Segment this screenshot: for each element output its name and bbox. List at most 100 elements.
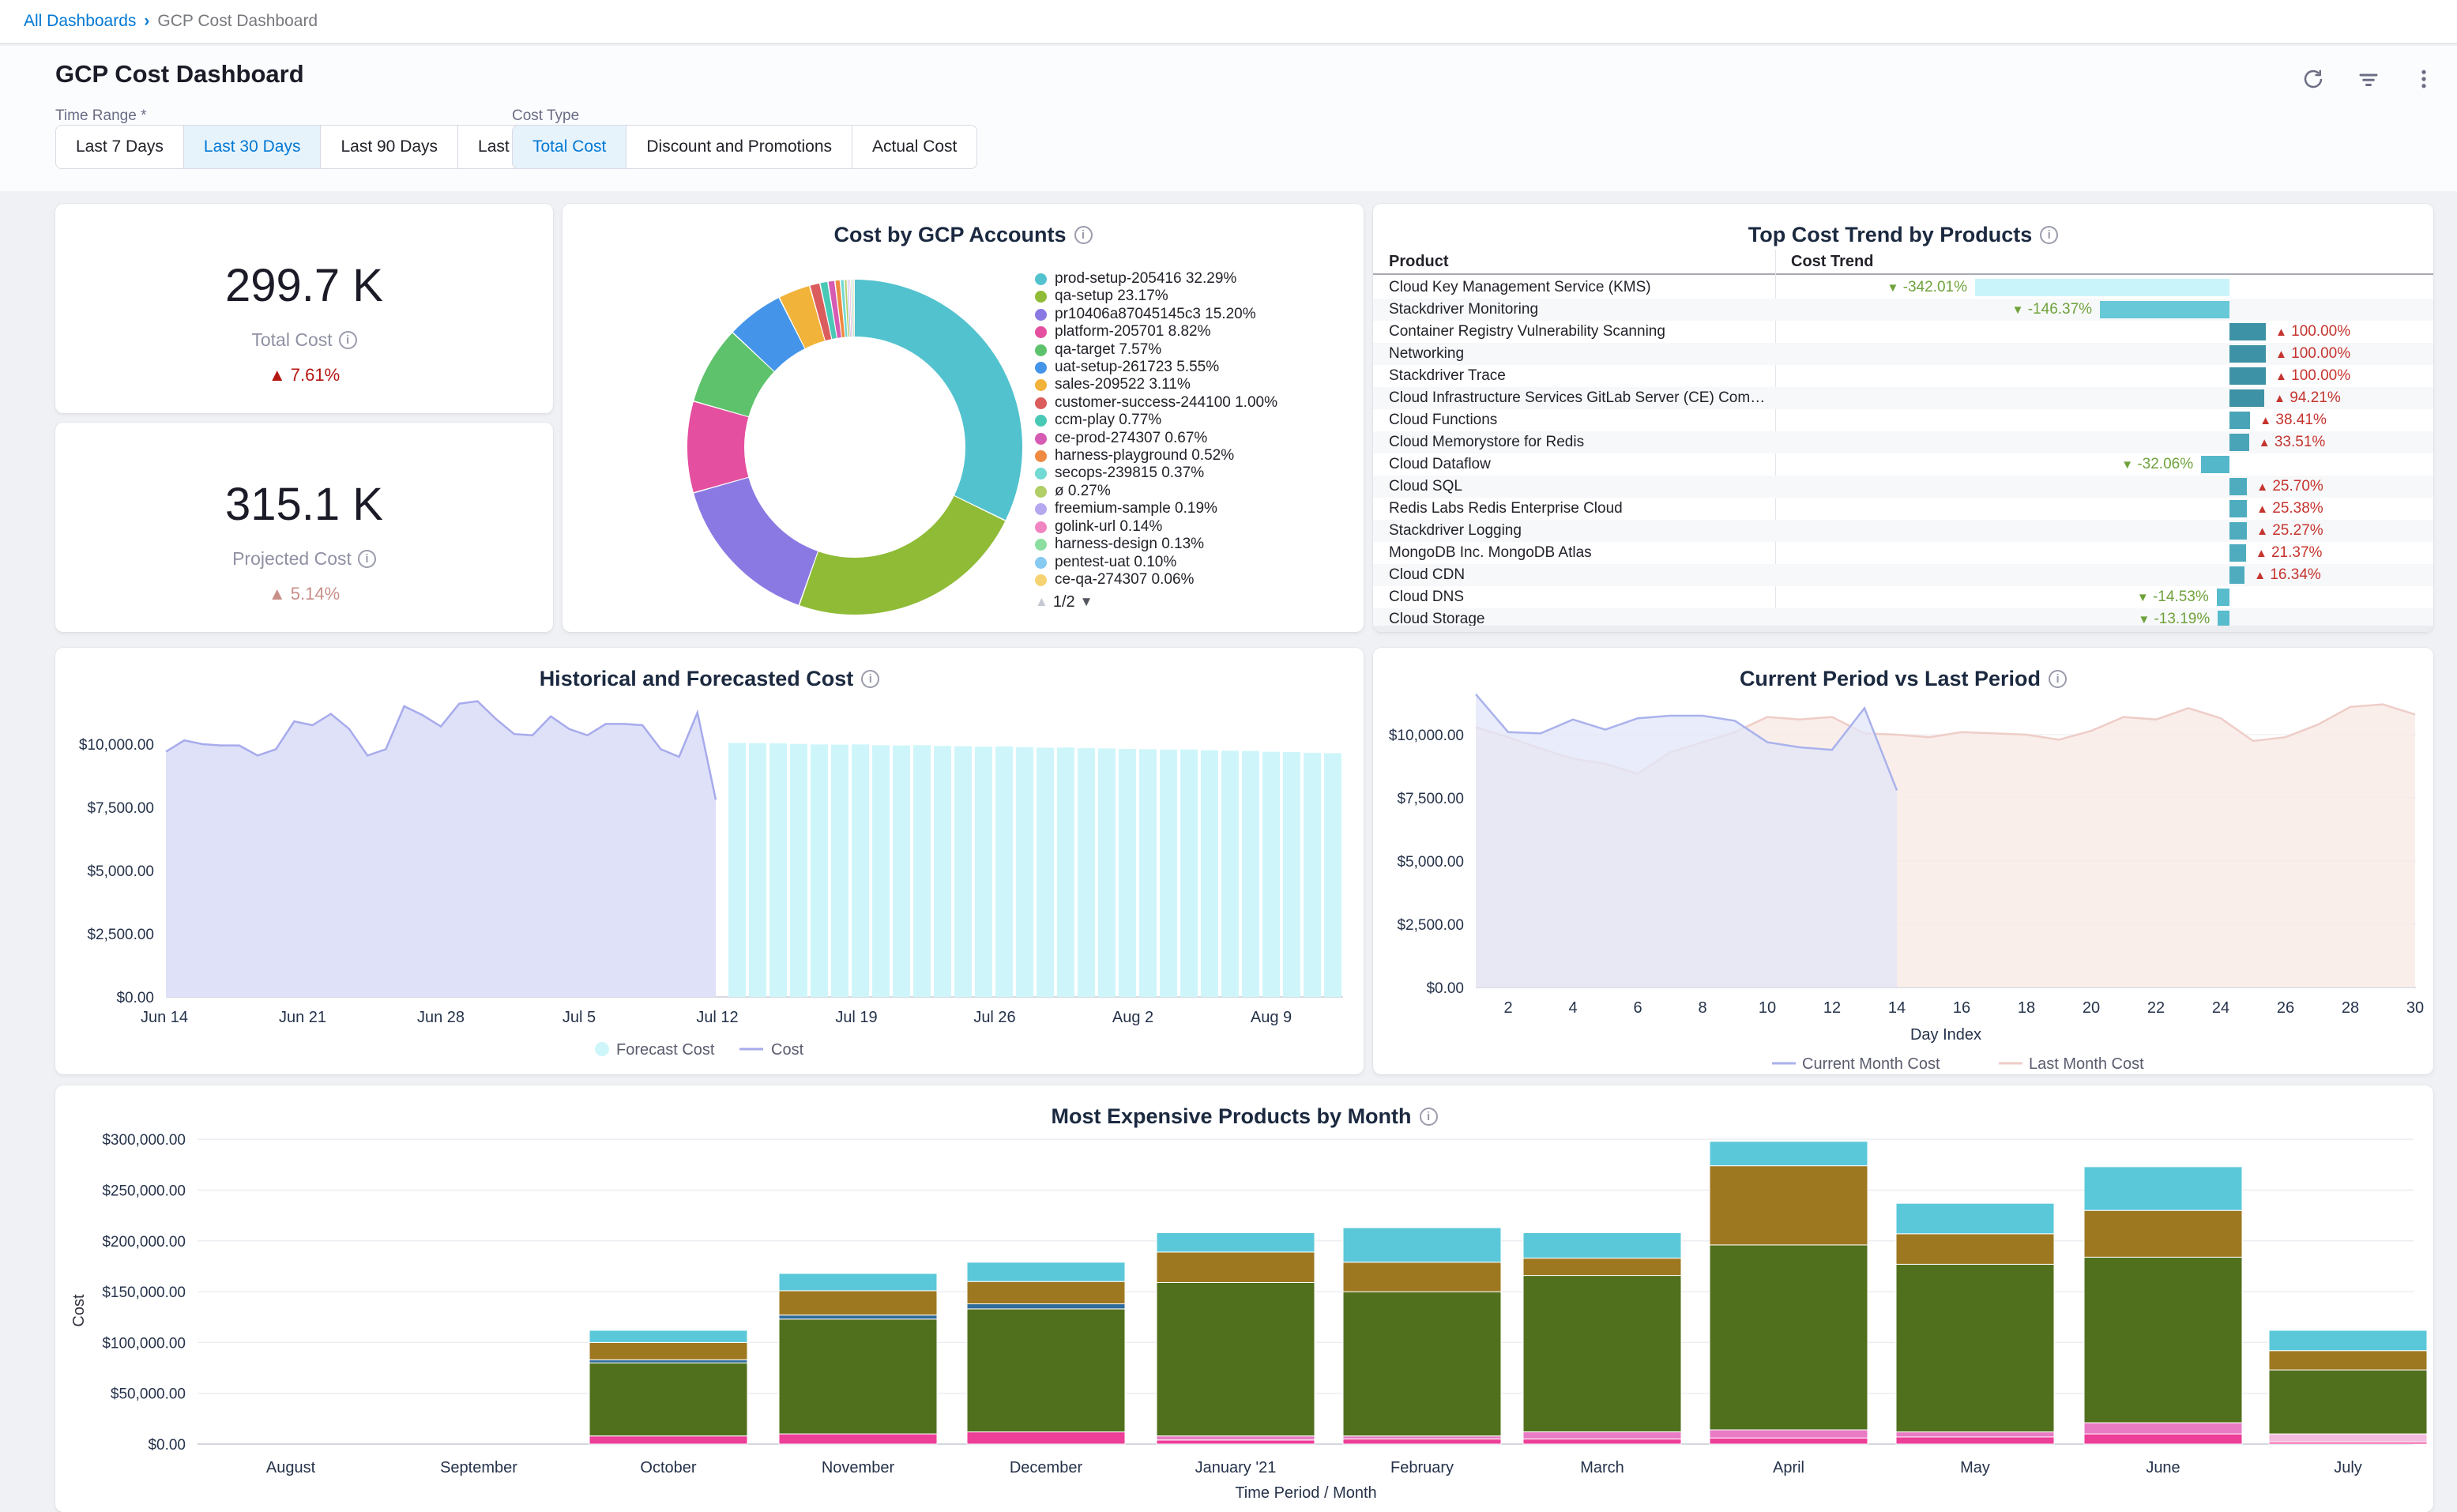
product-name: MongoDB Inc. MongoDB Atlas <box>1389 544 1592 561</box>
series-cyan-bar <box>2268 1330 2428 1352</box>
table-row-6[interactable]: Cloud Functions ▲ 38.41% <box>1373 409 2433 431</box>
donut-legend-item-7[interactable]: customer-success-244100 1.00% <box>1035 394 1354 412</box>
series-pink-bar <box>1522 1439 1682 1445</box>
legend-label: ccm-play 0.77% <box>1055 412 1162 429</box>
series-cyan-bar <box>1709 1141 1868 1167</box>
breadcrumb: All Dashboards › GCP Cost Dashboard <box>0 0 2457 44</box>
donut-legend-item-5[interactable]: uat-setup-261723 5.55% <box>1035 359 1354 376</box>
svg-text:14: 14 <box>1888 999 1906 1017</box>
svg-text:$10,000.00: $10,000.00 <box>1389 728 1464 744</box>
series-pink-bar <box>1895 1436 2055 1445</box>
svg-text:March: March <box>1580 1459 1624 1476</box>
series-brown-bar <box>1522 1258 1682 1277</box>
donut-slice-1[interactable] <box>687 280 1022 615</box>
info-icon[interactable]: i <box>2040 226 2059 244</box>
table-row-3[interactable]: Networking ▲ 100.00% <box>1373 343 2433 365</box>
donut-slice-0[interactable] <box>687 280 1022 615</box>
svg-text:4: 4 <box>1568 999 1577 1017</box>
cost-type-option-total-cost[interactable]: Total Cost <box>512 125 627 169</box>
series-orchid-bar <box>1522 1431 1682 1440</box>
svg-text:Cost: Cost <box>771 1041 804 1059</box>
donut-legend-item-9[interactable]: ce-prod-274307 0.67% <box>1035 430 1354 447</box>
refresh-icon[interactable] <box>2299 65 2327 93</box>
filter-icon[interactable] <box>2354 65 2383 93</box>
svg-text:20: 20 <box>2083 999 2100 1017</box>
product-name: Cloud DNS <box>1389 589 1465 605</box>
breadcrumb-all-dashboards[interactable]: All Dashboards <box>24 12 137 30</box>
info-icon[interactable]: i <box>1074 226 1093 244</box>
legend-label: customer-success-244100 1.00% <box>1055 393 1277 411</box>
table-row-4[interactable]: Stackdriver Trace ▲ 100.00% <box>1373 365 2433 387</box>
donut-legend-item-1[interactable]: qa-setup 23.17% <box>1035 288 1354 305</box>
donut-legend-item-16[interactable]: pentest-uat 0.10% <box>1035 554 1354 571</box>
donut-legend-item-0[interactable]: prod-setup-205416 32.29% <box>1035 270 1354 288</box>
donut-legend-item-11[interactable]: secops-239815 0.37% <box>1035 465 1354 482</box>
info-icon[interactable]: i <box>2049 670 2068 688</box>
table-row-11[interactable]: Stackdriver Logging ▲ 25.27% <box>1373 520 2433 542</box>
gcp-accounts-donut-chart[interactable] <box>681 273 1029 625</box>
cost-type-option-discount-and-promotions[interactable]: Discount and Promotions <box>626 125 852 169</box>
donut-legend-item-17[interactable]: ce-qa-274307 0.06% <box>1035 571 1354 589</box>
legend-dot <box>1035 574 1047 586</box>
table-row-10[interactable]: Redis Labs Redis Enterprise Cloud ▲ 25.38… <box>1373 498 2433 520</box>
trend-bar <box>2229 544 2246 562</box>
legend-page-up-icon[interactable]: ▲ <box>1035 594 1048 610</box>
table-row-8[interactable]: Cloud Dataflow ▼ -32.06% <box>1373 453 2433 476</box>
info-icon[interactable]: i <box>357 549 376 568</box>
table-row-9[interactable]: Cloud SQL ▲ 25.70% <box>1373 476 2433 498</box>
donut-legend-item-12[interactable]: ø 0.27% <box>1035 483 1354 500</box>
donut-legend-item-15[interactable]: harness-design 0.13% <box>1035 536 1354 553</box>
product-name: Cloud Key Management Service (KMS) <box>1389 279 1651 295</box>
table-row-7[interactable]: Cloud Memorystore for Redis ▲ 33.51% <box>1373 431 2433 453</box>
donut-legend-item-14[interactable]: golink-url 0.14% <box>1035 518 1354 536</box>
donut-legend-item-8[interactable]: ccm-play 0.77% <box>1035 412 1354 429</box>
donut-legend-item-4[interactable]: qa-target 7.57% <box>1035 341 1354 359</box>
svg-text:Last Month Cost: Last Month Cost <box>2029 1055 2144 1073</box>
table-row-1[interactable]: Stackdriver Monitoring ▼ -146.37% <box>1373 299 2433 321</box>
time-range-group: Last 7 Days Last 30 Days Last 90 Days Last … <box>55 125 567 169</box>
monthly-chart[interactable]: $0.00 $50,000.00 $100,000.00 $150,000.00 $20… <box>55 1125 2433 1508</box>
table-scrollbar[interactable] <box>1373 626 2433 632</box>
table-row-2[interactable]: Container Registry Vulnerability Scannin… <box>1373 321 2433 343</box>
donut-legend-item-3[interactable]: platform-205701 8.82% <box>1035 323 1354 340</box>
donut-legend-item-13[interactable]: freemium-sample 0.19% <box>1035 500 1354 517</box>
svg-text:Jul 19: Jul 19 <box>835 1009 877 1026</box>
series-olive-bar <box>2083 1256 2243 1424</box>
period-compare-chart[interactable]: $10,000.00 $7,500.00 $5,000.00 $2,500.00 $0.… <box>1373 679 2433 1078</box>
legend-page-down-icon[interactable]: ▼ <box>1079 594 1093 610</box>
donut-legend-item-10[interactable]: harness-playground 0.52% <box>1035 447 1354 465</box>
time-range-option-last-7-days[interactable]: Last 7 Days <box>55 125 184 169</box>
table-row-5[interactable]: Cloud Infrastructure Services GitLab Ser… <box>1373 387 2433 409</box>
info-icon[interactable]: i <box>338 330 357 349</box>
table-row-12[interactable]: MongoDB Inc. MongoDB Atlas ▲ 21.37% <box>1373 542 2433 564</box>
trend-value: ▲ 100.00% <box>2275 345 2351 362</box>
table-row-0[interactable]: Cloud Key Management Service (KMS) ▼ -342… <box>1373 276 2433 299</box>
legend-label: harness-design 0.13% <box>1055 536 1205 553</box>
time-range-option-last-90-days[interactable]: Last 90 Days <box>320 125 459 169</box>
legend-label: uat-setup-261723 5.55% <box>1055 359 1220 376</box>
column-header-product[interactable]: Product <box>1389 252 1449 270</box>
cost-type-option-actual-cost[interactable]: Actual Cost <box>852 125 978 169</box>
product-name: Networking <box>1389 345 1465 362</box>
svg-text:$7,500.00: $7,500.00 <box>87 800 154 817</box>
trend-value: ▲ 38.41% <box>2259 412 2327 428</box>
donut-legend-item-6[interactable]: sales-209522 3.11% <box>1035 376 1354 393</box>
historical-chart[interactable]: $10,000.00 $7,500.00 $5,000.00 $2,500.00 $0.… <box>55 679 1364 1078</box>
series-brown-bar <box>1895 1233 2055 1265</box>
table-row-13[interactable]: Cloud CDN ▲ 16.34% <box>1373 564 2433 586</box>
donut-legend-item-2[interactable]: pr10406a87045145c3 15.20% <box>1035 306 1354 323</box>
series-pink-bar <box>1342 1439 1502 1445</box>
product-name: Cloud Dataflow <box>1389 456 1491 472</box>
time-range-option-last-30-days[interactable]: Last 30 Days <box>182 125 322 169</box>
series-steel-blue-bar <box>589 1359 748 1363</box>
column-header-cost-trend[interactable]: Cost Trend <box>1791 252 1874 270</box>
svg-text:12: 12 <box>1823 999 1841 1017</box>
svg-text:Forecast Cost: Forecast Cost <box>616 1041 715 1059</box>
info-icon[interactable]: i <box>861 670 880 688</box>
table-row-14[interactable]: Cloud DNS ▼ -14.53% <box>1373 586 2433 608</box>
series-cyan-bar <box>1522 1232 1682 1259</box>
info-icon[interactable]: i <box>1419 1108 1438 1126</box>
donut-slice-3[interactable] <box>687 280 1022 615</box>
breadcrumb-separator-icon: › <box>144 12 150 30</box>
kebab-menu-icon[interactable] <box>2410 65 2438 93</box>
